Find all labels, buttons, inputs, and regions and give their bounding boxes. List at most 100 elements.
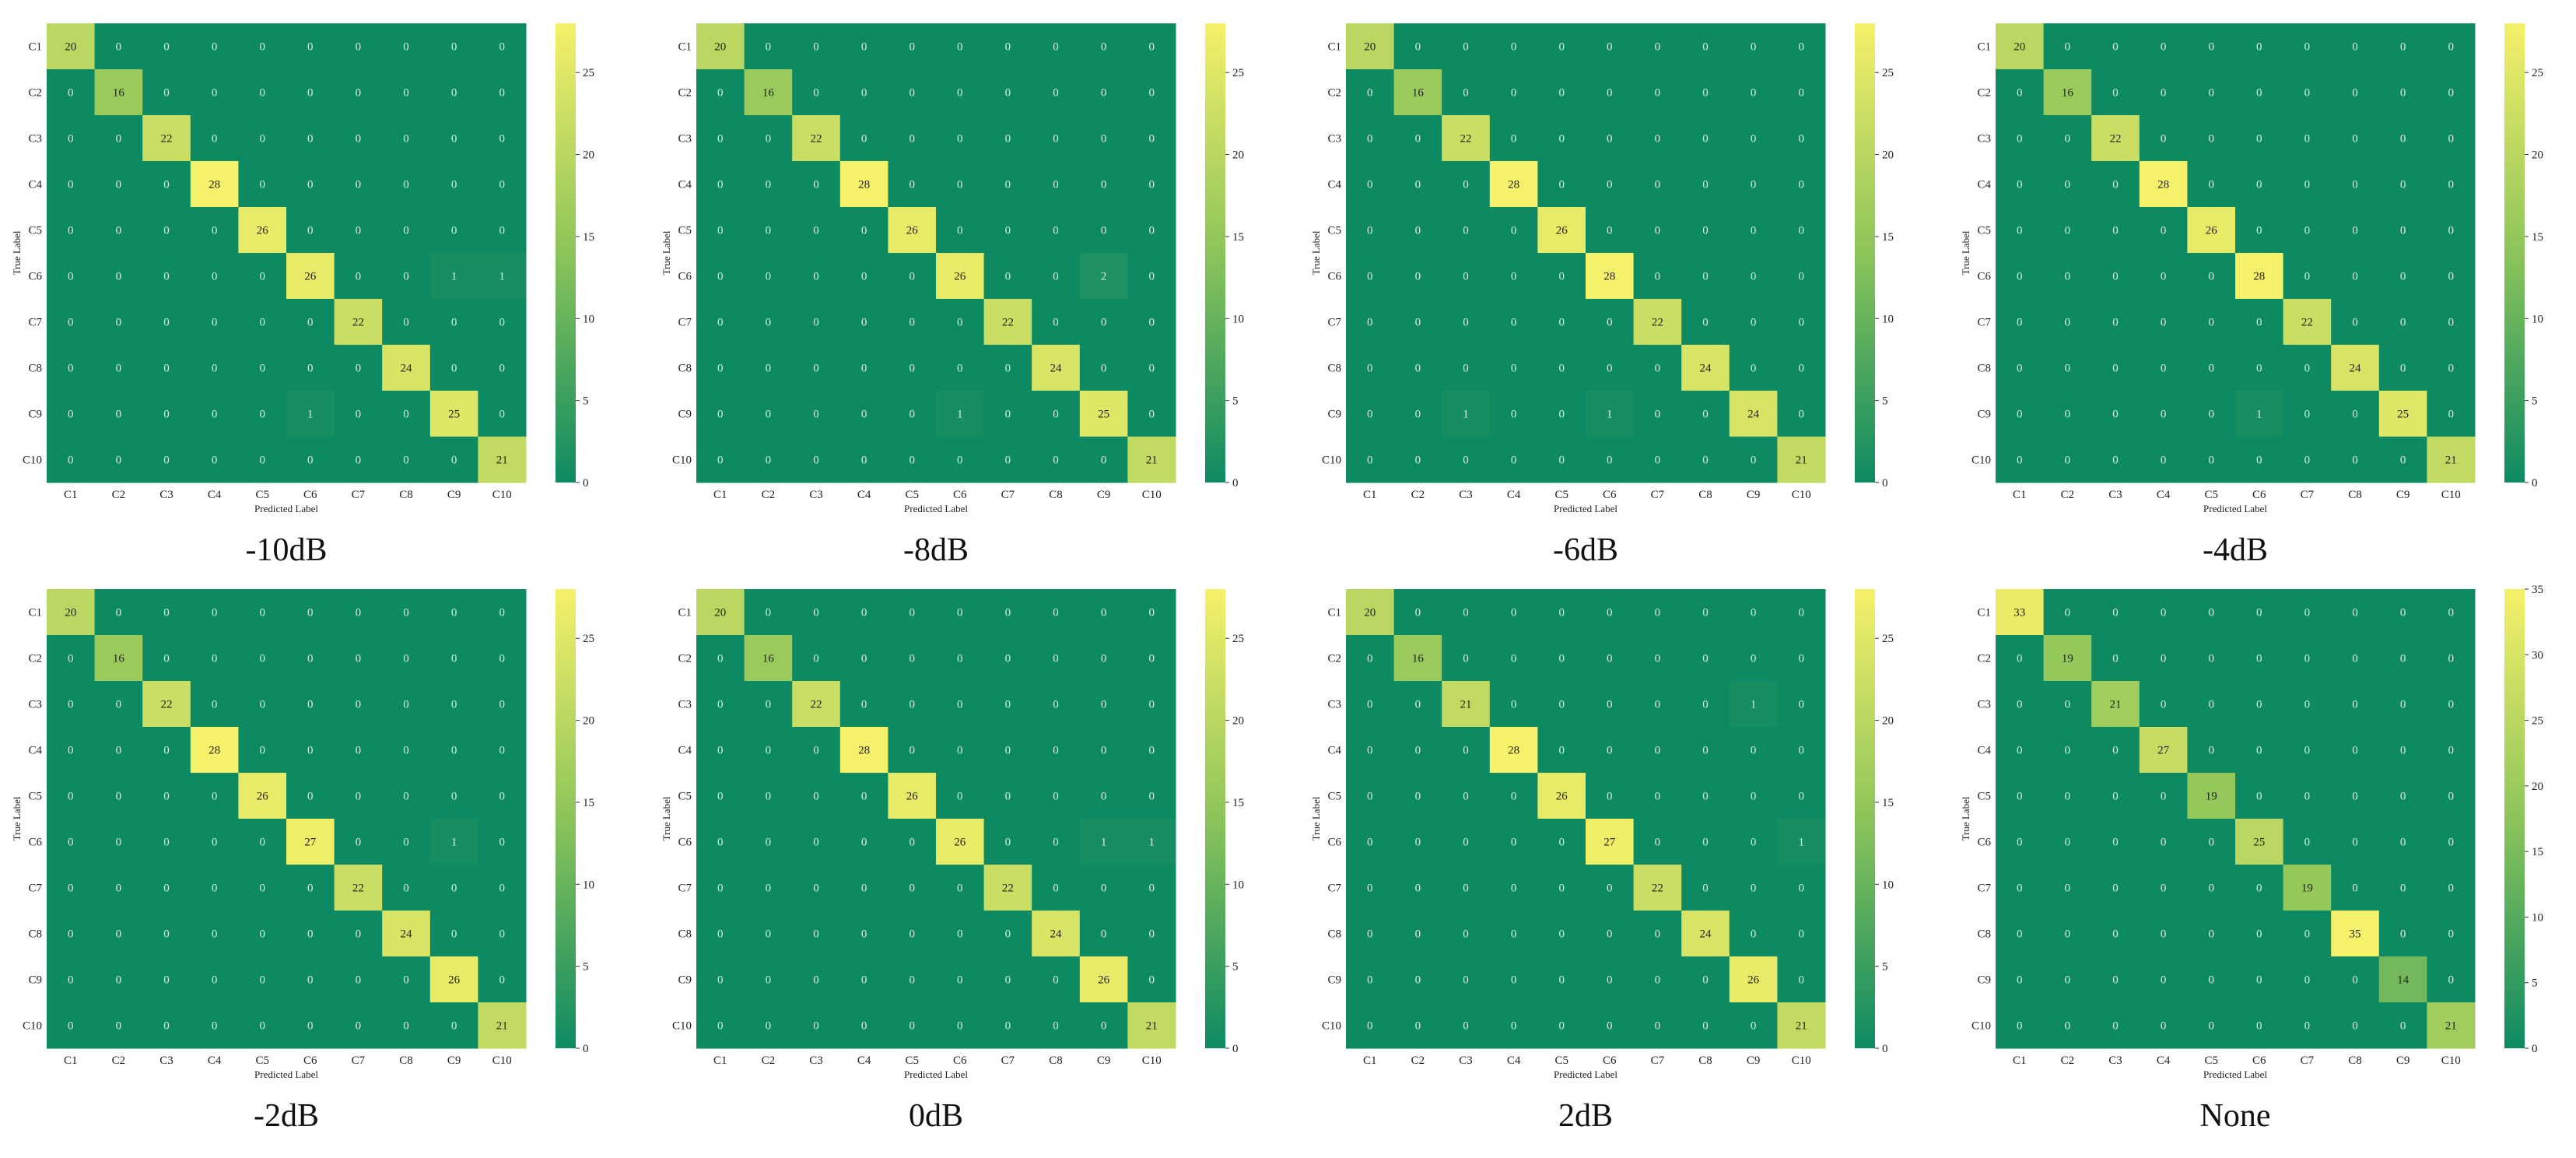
heatmap-cell [1127, 207, 1176, 254]
heatmap-cell [2235, 727, 2284, 774]
cell-value-label: 0 [2112, 271, 2119, 283]
cell-value-label: 0 [2208, 653, 2214, 665]
cell-value-label: 0 [813, 317, 819, 329]
panel-caption: None [2200, 1098, 2271, 1134]
heatmap-cell [2043, 865, 2092, 911]
cell-value-label: 0 [813, 179, 819, 191]
colorbar-tick-label: 0 [1232, 1043, 1239, 1055]
cell-value-label: 0 [717, 883, 724, 895]
cell-value-label: 0 [1702, 271, 1709, 283]
heatmap-cell [1681, 299, 1730, 346]
cell-value-label: 1 [1751, 699, 1757, 711]
heatmap-cell [1032, 161, 1081, 208]
heatmap-cell [936, 161, 985, 208]
x-tick-label: C6 [953, 489, 967, 501]
cell-value-label: 0 [2352, 653, 2358, 665]
cell-value-label: 0 [2304, 607, 2311, 619]
cell-value-label: 0 [163, 454, 170, 467]
y-tick-label: C4 [1977, 745, 1991, 757]
cell-value-label: 0 [2017, 928, 2023, 941]
heatmap-cell [696, 437, 745, 483]
y-tick-label: C4 [28, 179, 42, 191]
cell-value-label: 16 [762, 87, 775, 100]
cell-value-label: 0 [1053, 699, 1059, 711]
cell-value-label: 0 [1463, 41, 1469, 54]
cell-value-label: 21 [2445, 454, 2457, 467]
cell-value-label: 0 [766, 837, 772, 849]
heatmap-cell [190, 1002, 239, 1049]
cell-value-label: 0 [1607, 928, 1613, 941]
cell-value-label: 0 [2208, 317, 2214, 329]
cell-value-label: 1 [451, 837, 457, 849]
heatmap-cell [1393, 911, 1442, 957]
cell-value-label: 0 [307, 41, 314, 54]
y-tick-label: C4 [1327, 179, 1341, 191]
heatmap-cell [190, 437, 239, 483]
cell-value-label: 0 [2208, 409, 2214, 421]
cell-value-label: 0 [403, 133, 409, 146]
heatmap-cell [429, 391, 478, 437]
heatmap-cell [286, 437, 335, 483]
heatmap-cell [429, 681, 478, 728]
cell-value-label: 0 [68, 791, 74, 803]
y-tick-label: C6 [1327, 837, 1341, 849]
heatmap-cell [1346, 589, 1395, 636]
heatmap-cell [1996, 727, 2045, 774]
cell-value-label: 0 [1607, 1020, 1613, 1033]
cell-value-label: 0 [259, 41, 265, 54]
cell-value-label: 0 [1005, 791, 1011, 803]
y-axis-label: True Label [661, 796, 672, 840]
heatmap-cell [1586, 727, 1635, 774]
cell-value-label: 0 [2065, 883, 2071, 895]
cell-value-label: 22 [2110, 133, 2122, 146]
cell-value-label: 21 [1796, 1020, 1807, 1033]
cell-value-label: 0 [1607, 179, 1613, 191]
heatmap-cell [839, 773, 888, 819]
heatmap-cell [94, 437, 143, 483]
heatmap-cell [1996, 299, 2045, 346]
heatmap-cell [1442, 161, 1491, 208]
heatmap-cell [1346, 161, 1395, 208]
cell-value-label: 0 [1751, 928, 1757, 941]
cell-value-label: 0 [909, 928, 915, 941]
cell-value-label: 0 [2256, 41, 2262, 54]
cell-value-label: 0 [2112, 928, 2119, 941]
colorbar-tick-label: 10 [1232, 879, 1244, 891]
heatmap-cell [1681, 635, 1730, 682]
heatmap-cell [1346, 773, 1395, 819]
cell-value-label: 22 [161, 699, 173, 711]
heatmap-cell [839, 589, 888, 636]
colorbar-tick-label: 15 [1232, 797, 1244, 809]
heatmap-cell [47, 635, 96, 682]
heatmap-cell [1127, 391, 1176, 437]
heatmap-cell [478, 635, 527, 682]
x-tick-label: C5 [255, 489, 269, 501]
cell-value-label: 0 [957, 974, 963, 987]
colorbar-tick-label: 15 [583, 797, 594, 809]
cell-value-label: 0 [2400, 454, 2406, 467]
heatmap-cell [382, 23, 431, 70]
heatmap-cell [983, 115, 1032, 162]
heatmap-cell [2331, 115, 2380, 162]
heatmap-cell [2378, 589, 2427, 636]
cell-value-label: 0 [68, 87, 74, 100]
heatmap-cell [1537, 115, 1586, 162]
cell-value-label: 0 [116, 317, 122, 329]
heatmap-cell [2043, 1002, 2092, 1049]
colorbar-tick-label: 0 [2532, 477, 2538, 490]
cell-value-label: 0 [1655, 454, 1661, 467]
cell-value-label: 1 [1148, 837, 1155, 849]
cell-value-label: 0 [1607, 974, 1613, 987]
cell-value-label: 0 [1415, 133, 1421, 146]
cell-value-label: 0 [1511, 607, 1517, 619]
heatmap-cell [2043, 589, 2092, 636]
cell-value-label: 0 [766, 409, 772, 421]
cell-value-label: 0 [163, 928, 170, 941]
x-tick-label: C1 [713, 1054, 727, 1067]
cell-value-label: 0 [1655, 837, 1661, 849]
cell-value-label: 0 [356, 225, 362, 237]
cell-value-label: 0 [116, 409, 122, 421]
heatmap-cell [429, 23, 478, 70]
cell-value-label: 19 [2062, 653, 2073, 665]
x-tick-label: C8 [1049, 489, 1063, 501]
